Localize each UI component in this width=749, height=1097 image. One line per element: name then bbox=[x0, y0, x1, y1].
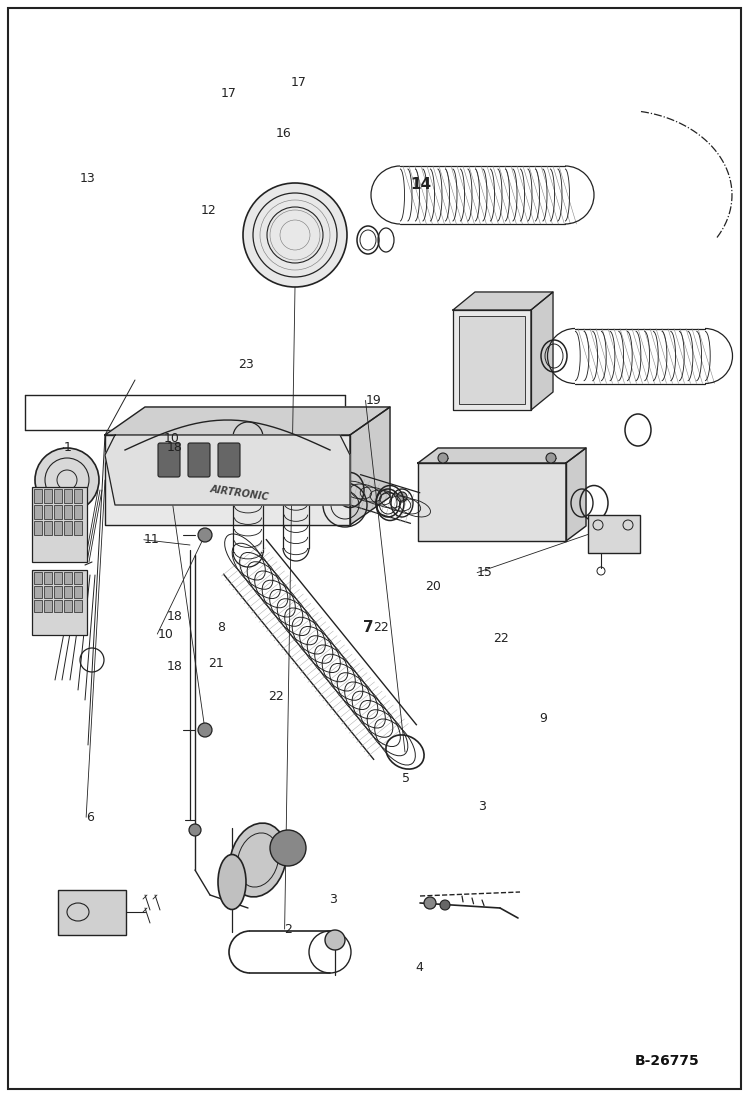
Circle shape bbox=[35, 448, 99, 512]
Polygon shape bbox=[418, 463, 566, 541]
Bar bbox=[34, 505, 42, 519]
Polygon shape bbox=[418, 448, 586, 463]
Text: 3: 3 bbox=[478, 800, 486, 813]
Text: 23: 23 bbox=[238, 358, 254, 371]
Text: 22: 22 bbox=[493, 632, 509, 645]
Bar bbox=[64, 521, 72, 535]
Text: 15: 15 bbox=[477, 566, 493, 579]
Polygon shape bbox=[531, 292, 553, 410]
Text: B-26775: B-26775 bbox=[635, 1054, 700, 1068]
Polygon shape bbox=[350, 407, 390, 525]
Text: 18: 18 bbox=[166, 441, 182, 454]
Ellipse shape bbox=[230, 823, 286, 897]
Polygon shape bbox=[453, 292, 553, 310]
Bar bbox=[74, 586, 82, 598]
Polygon shape bbox=[105, 436, 350, 505]
Text: 6: 6 bbox=[86, 811, 94, 824]
Circle shape bbox=[546, 453, 556, 463]
Bar bbox=[32, 570, 87, 635]
Circle shape bbox=[270, 830, 306, 866]
Bar bbox=[74, 572, 82, 584]
Bar bbox=[34, 586, 42, 598]
Text: 1: 1 bbox=[64, 441, 72, 454]
Bar bbox=[34, 600, 42, 612]
Text: 11: 11 bbox=[144, 533, 160, 546]
Polygon shape bbox=[566, 448, 586, 541]
Bar bbox=[74, 600, 82, 612]
Bar bbox=[44, 505, 52, 519]
Circle shape bbox=[243, 183, 347, 287]
Text: 10: 10 bbox=[157, 627, 173, 641]
Bar bbox=[44, 572, 52, 584]
Bar bbox=[54, 600, 62, 612]
Circle shape bbox=[198, 490, 212, 504]
FancyBboxPatch shape bbox=[218, 443, 240, 477]
Bar bbox=[74, 521, 82, 535]
Bar bbox=[74, 489, 82, 504]
Ellipse shape bbox=[218, 855, 246, 909]
Circle shape bbox=[198, 528, 212, 542]
Bar bbox=[32, 487, 87, 562]
Polygon shape bbox=[105, 436, 350, 525]
Circle shape bbox=[438, 453, 448, 463]
Text: 10: 10 bbox=[163, 432, 179, 445]
Circle shape bbox=[397, 491, 407, 502]
Text: 16: 16 bbox=[276, 127, 291, 140]
Text: 18: 18 bbox=[166, 610, 182, 623]
Text: 21: 21 bbox=[208, 657, 224, 670]
Text: 2: 2 bbox=[285, 923, 293, 936]
FancyBboxPatch shape bbox=[188, 443, 210, 477]
Bar bbox=[58, 890, 126, 935]
Text: AIRTRONIC: AIRTRONIC bbox=[210, 484, 270, 502]
Bar bbox=[44, 586, 52, 598]
Circle shape bbox=[198, 723, 212, 737]
Text: 13: 13 bbox=[80, 172, 96, 185]
Bar bbox=[54, 505, 62, 519]
Bar bbox=[459, 316, 525, 404]
FancyBboxPatch shape bbox=[158, 443, 180, 477]
Polygon shape bbox=[453, 310, 531, 410]
Bar bbox=[54, 489, 62, 504]
Text: 19: 19 bbox=[366, 394, 381, 407]
Bar bbox=[34, 489, 42, 504]
Text: 3: 3 bbox=[330, 893, 338, 906]
Circle shape bbox=[440, 900, 450, 911]
Circle shape bbox=[424, 897, 436, 909]
Text: 14: 14 bbox=[410, 177, 431, 192]
Bar bbox=[74, 505, 82, 519]
Text: 22: 22 bbox=[373, 621, 389, 634]
Bar bbox=[64, 489, 72, 504]
Bar bbox=[44, 489, 52, 504]
Bar bbox=[34, 521, 42, 535]
Circle shape bbox=[325, 930, 345, 950]
Bar bbox=[64, 505, 72, 519]
Text: 7: 7 bbox=[363, 620, 374, 635]
Bar bbox=[64, 600, 72, 612]
Text: 20: 20 bbox=[425, 580, 441, 593]
Bar bbox=[54, 586, 62, 598]
Text: 22: 22 bbox=[268, 690, 284, 703]
Text: 9: 9 bbox=[539, 712, 548, 725]
Text: 4: 4 bbox=[416, 961, 424, 974]
Bar bbox=[64, 586, 72, 598]
Bar bbox=[54, 521, 62, 535]
Text: 18: 18 bbox=[166, 660, 182, 674]
Polygon shape bbox=[105, 407, 390, 436]
Bar bbox=[44, 600, 52, 612]
Bar bbox=[64, 572, 72, 584]
Text: 17: 17 bbox=[291, 76, 306, 89]
Text: 17: 17 bbox=[221, 87, 237, 100]
Text: 12: 12 bbox=[201, 204, 216, 217]
Bar bbox=[588, 514, 640, 553]
Bar bbox=[54, 572, 62, 584]
Bar bbox=[44, 521, 52, 535]
Text: 8: 8 bbox=[217, 621, 225, 634]
Circle shape bbox=[189, 824, 201, 836]
Bar bbox=[34, 572, 42, 584]
Text: 5: 5 bbox=[402, 772, 410, 785]
